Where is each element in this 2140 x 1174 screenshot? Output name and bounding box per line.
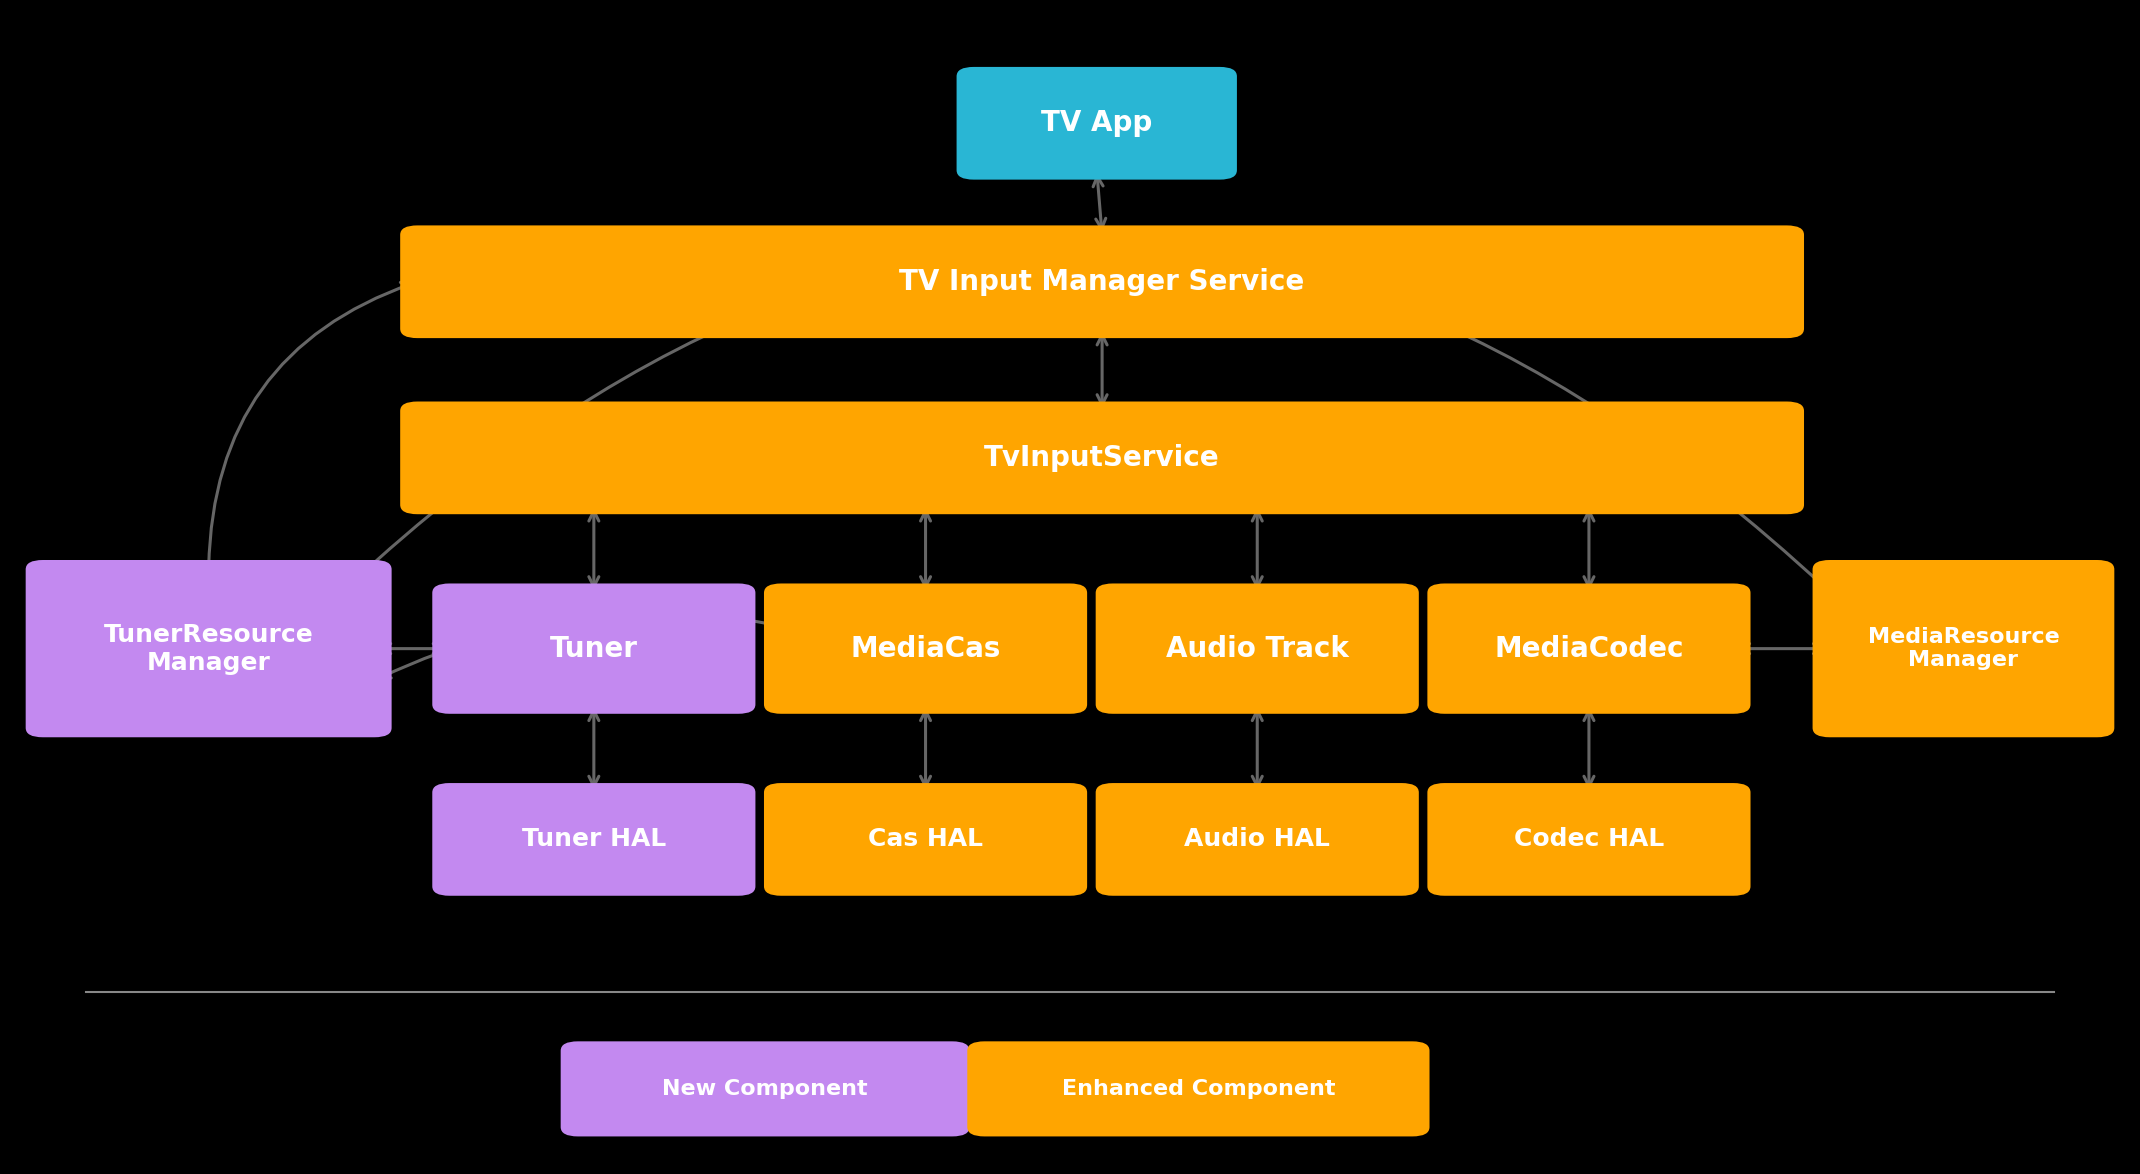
Text: Audio Track: Audio Track	[1166, 635, 1348, 662]
FancyBboxPatch shape	[400, 225, 1804, 338]
FancyBboxPatch shape	[1427, 783, 1751, 896]
FancyBboxPatch shape	[967, 1041, 1430, 1136]
Text: TV App: TV App	[1042, 109, 1151, 137]
FancyBboxPatch shape	[1813, 560, 2114, 737]
Text: Cas HAL: Cas HAL	[869, 828, 982, 851]
Text: Tuner: Tuner	[550, 635, 638, 662]
Text: Tuner HAL: Tuner HAL	[522, 828, 666, 851]
Text: TV Input Manager Service: TV Input Manager Service	[899, 268, 1305, 296]
Text: MediaCodec: MediaCodec	[1494, 635, 1684, 662]
FancyBboxPatch shape	[957, 67, 1237, 180]
FancyBboxPatch shape	[764, 583, 1087, 714]
Text: TvInputService: TvInputService	[984, 444, 1220, 472]
Text: Enhanced Component: Enhanced Component	[1061, 1079, 1335, 1099]
Text: MediaResource
Manager: MediaResource Manager	[1868, 627, 2059, 670]
Text: Codec HAL: Codec HAL	[1513, 828, 1665, 851]
FancyBboxPatch shape	[764, 783, 1087, 896]
FancyBboxPatch shape	[1096, 583, 1419, 714]
FancyBboxPatch shape	[26, 560, 392, 737]
FancyBboxPatch shape	[1096, 783, 1419, 896]
FancyBboxPatch shape	[561, 1041, 969, 1136]
Text: MediaCas: MediaCas	[850, 635, 1002, 662]
FancyBboxPatch shape	[400, 402, 1804, 514]
Text: TunerResource
Manager: TunerResource Manager	[103, 622, 315, 675]
FancyBboxPatch shape	[1427, 583, 1751, 714]
Text: Audio HAL: Audio HAL	[1183, 828, 1331, 851]
Text: New Component: New Component	[661, 1079, 869, 1099]
FancyArrowPatch shape	[212, 244, 1962, 726]
FancyBboxPatch shape	[432, 583, 755, 714]
FancyBboxPatch shape	[432, 783, 755, 896]
